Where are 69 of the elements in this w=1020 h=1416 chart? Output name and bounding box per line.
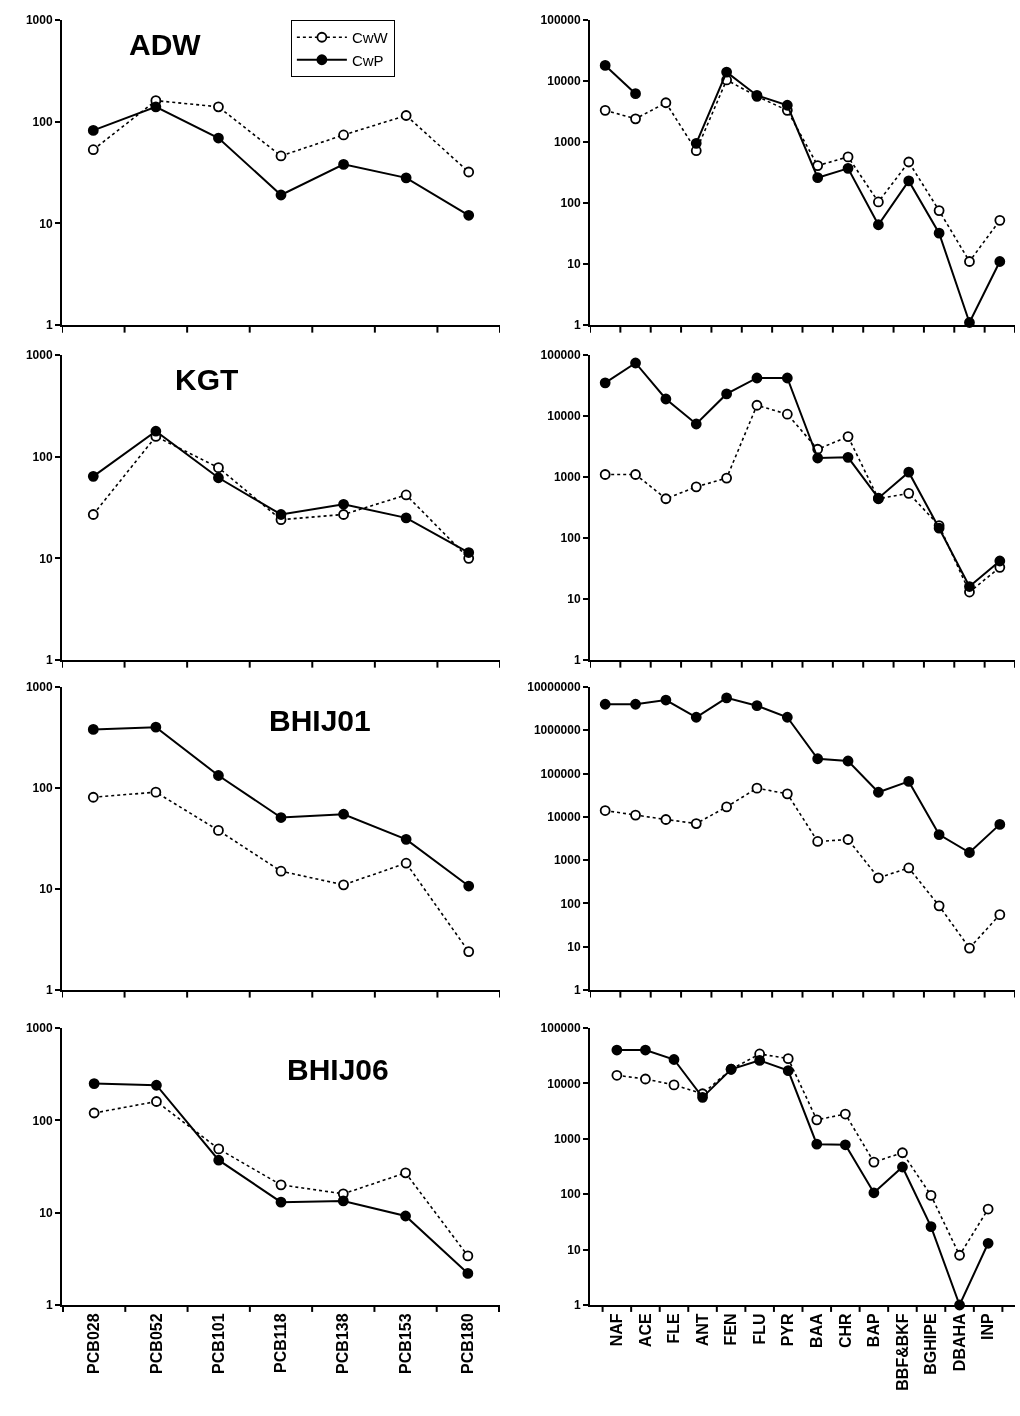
y-tick-label: 1 xyxy=(573,653,581,668)
y-tick-label: 100000 xyxy=(540,13,581,28)
x-tick-label: INP xyxy=(979,1313,997,1341)
y-tick-label: 1000 xyxy=(553,1132,581,1146)
text: BHIJ01 xyxy=(269,704,371,737)
y-tick-label: 1000 xyxy=(553,135,581,150)
y-tick-label: 1000000 xyxy=(533,723,581,738)
y-tick-label: 100 xyxy=(32,449,53,464)
x-tick-label: NAF xyxy=(608,1313,626,1347)
y-tick-label: 1 xyxy=(45,318,53,333)
y-tick-label: 10000 xyxy=(547,74,581,89)
y-tick-label: 100 xyxy=(560,896,581,911)
x-tick-label: PCB028 xyxy=(85,1313,103,1374)
x-tick-label: ANT xyxy=(693,1313,711,1347)
x-tick-label: BBF&BKF xyxy=(893,1313,911,1391)
y-tick-label: 10 xyxy=(39,1205,53,1220)
y-tick-label: 1000 xyxy=(25,348,53,363)
y-tick-label: 10 xyxy=(39,882,53,897)
x-tick-label: ACE xyxy=(636,1313,654,1348)
x-tick-label: CHR xyxy=(836,1312,854,1349)
x-tick-label: PCB052 xyxy=(147,1313,165,1374)
x-tick-label: DBAHA xyxy=(950,1312,968,1372)
legend-label: CwP xyxy=(351,51,384,69)
y-tick-label: 1 xyxy=(573,1298,581,1313)
y-tick-label: 1000 xyxy=(25,1021,53,1036)
y-tick-label: 100 xyxy=(32,781,53,796)
y-tick-label: 10 xyxy=(567,1242,581,1257)
x-tick-label: PCB101 xyxy=(209,1313,227,1374)
x-tick-label: BAA xyxy=(807,1312,825,1349)
y-tick-label: 100000 xyxy=(540,348,581,363)
y-tick-label: 10 xyxy=(39,216,53,231)
x-tick-label: PCB153 xyxy=(396,1313,414,1374)
y-tick-label: 100000 xyxy=(540,766,581,781)
x-tick-label: FLE xyxy=(665,1313,683,1344)
y-tick-label: 100 xyxy=(560,1187,581,1202)
y-tick-label: 1 xyxy=(45,1298,53,1313)
y-tick-label: 10000000 xyxy=(527,680,581,695)
y-tick-label: 1000 xyxy=(553,470,581,485)
y-tick-label: 10000 xyxy=(547,1076,581,1091)
y-tick-label: 1000 xyxy=(25,680,53,695)
x-tick-label: PCB118 xyxy=(272,1313,290,1373)
y-tick-label: 100 xyxy=(560,531,581,546)
legend-label: CwW xyxy=(351,29,389,47)
y-tick-label: 1 xyxy=(573,983,581,998)
y-tick-label: 1 xyxy=(45,653,53,668)
y-tick-label: 10 xyxy=(567,592,581,607)
chart-title: KGT xyxy=(175,363,239,396)
y-tick-label: 100 xyxy=(560,196,581,211)
y-tick-label: 10000 xyxy=(547,810,581,825)
text: BHIJ06 xyxy=(287,1053,389,1086)
x-tick-label: BAP xyxy=(865,1313,883,1348)
x-tick-label: FLU xyxy=(750,1313,768,1345)
y-tick-label: 10 xyxy=(567,257,581,272)
y-tick-label: 100 xyxy=(32,114,53,129)
x-tick-label: PCB180 xyxy=(459,1313,477,1374)
y-tick-label: 1000 xyxy=(553,853,581,868)
x-tick-label: FEN xyxy=(722,1313,740,1346)
y-tick-label: 10 xyxy=(39,551,53,566)
y-tick-label: 10 xyxy=(567,939,581,954)
y-tick-label: 1000 xyxy=(25,13,53,28)
x-tick-label: PCB138 xyxy=(334,1313,352,1374)
y-tick-label: 10000 xyxy=(547,409,581,424)
y-tick-label: 1 xyxy=(45,983,53,998)
y-tick-label: 100000 xyxy=(540,1021,581,1036)
y-tick-label: 1 xyxy=(573,318,581,333)
chart-title: ADW xyxy=(129,28,202,61)
y-tick-label: 100 xyxy=(32,1113,53,1128)
x-tick-label: BGHIPE xyxy=(922,1313,940,1375)
x-tick-label: PYR xyxy=(779,1312,797,1347)
